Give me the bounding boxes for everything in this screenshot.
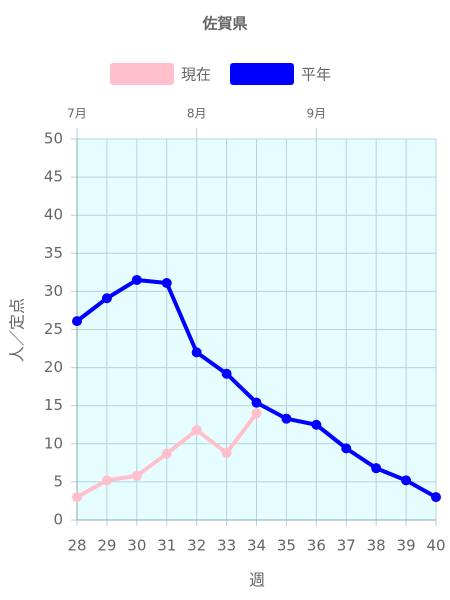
y-tick-label: 30 (44, 282, 63, 300)
point (72, 492, 82, 503)
legend-swatch (230, 63, 294, 85)
point (161, 448, 172, 459)
y-tick-label: 10 (44, 434, 63, 452)
point (221, 447, 232, 458)
x-tick-label: 38 (367, 537, 386, 555)
top-tick-label: 7月 (67, 107, 87, 121)
point (191, 347, 202, 358)
x-tick-label: 28 (67, 537, 86, 555)
point (251, 397, 262, 408)
top-tick-label: 8月 (187, 107, 207, 121)
point (131, 470, 142, 481)
y-tick-label: 5 (53, 472, 63, 490)
x-tick-label: 35 (277, 537, 296, 555)
legend-swatch (110, 63, 174, 85)
point (251, 408, 262, 419)
point (371, 463, 382, 474)
y-tick-label: 0 (53, 511, 63, 529)
x-tick-label: 29 (97, 537, 116, 555)
point (72, 316, 82, 327)
point (431, 492, 441, 503)
point (221, 368, 232, 379)
y-tick-label: 15 (44, 396, 63, 414)
top-tick-label: 9月 (307, 107, 327, 121)
x-tick-label: 30 (127, 537, 146, 555)
point (101, 475, 112, 486)
legend-label: 平年 (301, 66, 331, 84)
y-tick-label: 20 (44, 358, 63, 376)
y-tick-label: 25 (44, 320, 63, 338)
point (101, 293, 112, 304)
x-tick-label: 31 (157, 537, 176, 555)
point (281, 413, 292, 424)
x-axis-label: 週 (249, 571, 265, 590)
x-tick-label: 32 (187, 537, 206, 555)
legend-label: 現在 (181, 66, 211, 84)
x-tick-label: 37 (337, 537, 356, 555)
chart-title: 佐賀県 (201, 15, 247, 33)
y-axis-label: 人／定点 (8, 298, 27, 362)
y-tick-label: 35 (44, 244, 63, 262)
point (191, 425, 202, 436)
y-tick-label: 50 (44, 130, 63, 148)
x-tick-label: 34 (247, 537, 266, 555)
point (311, 419, 322, 430)
x-tick-label: 33 (217, 537, 236, 555)
x-tick-label: 36 (307, 537, 326, 555)
x-tick-label: 39 (397, 537, 416, 555)
point (131, 274, 142, 285)
point (161, 278, 172, 289)
y-tick-label: 40 (44, 206, 63, 224)
point (341, 443, 352, 454)
x-tick-label: 40 (426, 537, 445, 555)
point (401, 475, 412, 486)
y-tick-label: 45 (44, 168, 63, 186)
